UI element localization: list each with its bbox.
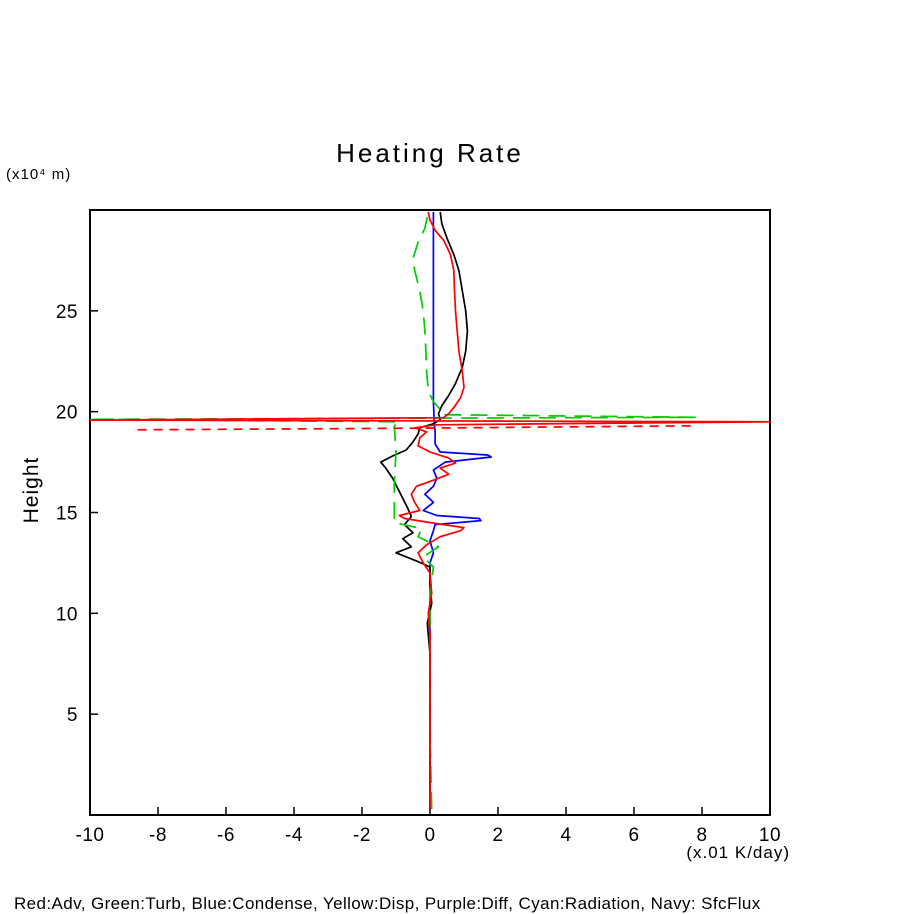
y-axis-unit: (x10⁴ m) xyxy=(6,166,72,183)
series-green-turb xyxy=(89,211,697,810)
y-tick-label: 10 xyxy=(56,604,78,625)
chart-title: Heating Rate xyxy=(336,138,524,168)
x-tick-label: 8 xyxy=(696,825,707,846)
y-tick-label: 25 xyxy=(56,302,78,323)
x-tick-label: -2 xyxy=(353,825,371,846)
series-blue-condense xyxy=(422,212,493,809)
y-tick-label: 5 xyxy=(67,705,78,726)
y-tick-label: 15 xyxy=(56,504,78,525)
y-axis-label: Height xyxy=(20,456,43,524)
x-tick-label: -4 xyxy=(285,825,303,846)
legend-caption: Red:Adv, Green:Turb, Blue:Condense, Yell… xyxy=(14,894,761,913)
series-red-adv xyxy=(89,211,771,809)
x-tick-label: -10 xyxy=(76,825,105,846)
x-axis-unit: (x.01 K/day) xyxy=(686,843,790,862)
x-tick-label: 4 xyxy=(560,825,571,846)
x-tick-label: 2 xyxy=(492,825,503,846)
x-tick-label: 10 xyxy=(759,825,781,846)
x-tick-label: 0 xyxy=(424,825,435,846)
x-tick-label: -6 xyxy=(217,825,235,846)
series-red-adv-dashed xyxy=(137,424,696,431)
x-tick-label: -8 xyxy=(149,825,167,846)
y-tick-label: 20 xyxy=(56,403,78,424)
x-tick-label: 6 xyxy=(628,825,639,846)
